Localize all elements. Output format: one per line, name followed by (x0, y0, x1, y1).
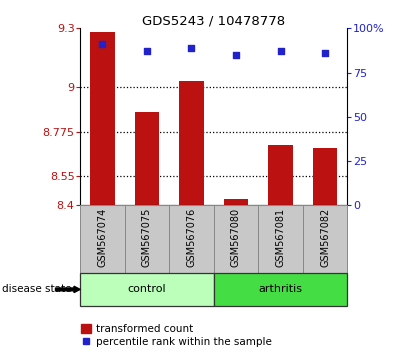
Bar (90, 32, 115, 205)
Text: arthritis: arthritis (259, 284, 302, 295)
Point (99, 41, 106, 47)
Bar (125, 205, 169, 273)
Text: GSM567081: GSM567081 (275, 208, 286, 267)
Bar (214, 273, 347, 306)
Text: GSM567080: GSM567080 (231, 208, 241, 267)
Point (322, 50, 328, 56)
Bar (80, 205, 125, 273)
Bar (224, 199, 248, 205)
Text: GSM567076: GSM567076 (187, 208, 196, 267)
Bar (214, 205, 258, 273)
Bar (303, 205, 347, 273)
Bar (258, 205, 303, 273)
Text: GDS5243 / 10478778: GDS5243 / 10478778 (142, 14, 285, 27)
Legend: transformed count, percentile rank within the sample: transformed count, percentile rank withi… (81, 324, 272, 347)
Bar (268, 145, 293, 205)
Point (144, 48, 150, 54)
Text: GSM567082: GSM567082 (320, 208, 330, 267)
Bar (313, 148, 337, 205)
Point (233, 52, 239, 58)
Bar (80, 273, 214, 306)
Bar (169, 205, 214, 273)
Point (277, 48, 284, 54)
Text: control: control (128, 284, 166, 295)
Bar (135, 112, 159, 205)
Point (188, 45, 195, 51)
Text: disease state: disease state (2, 284, 72, 295)
Text: GSM567074: GSM567074 (97, 208, 107, 267)
Bar (179, 81, 204, 205)
Text: GSM567075: GSM567075 (142, 208, 152, 267)
